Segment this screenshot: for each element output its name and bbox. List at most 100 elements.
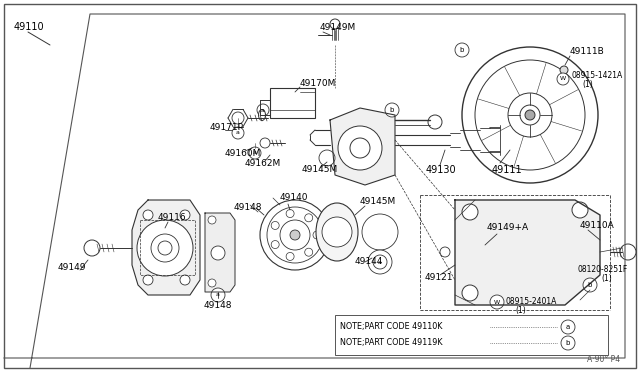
Circle shape (560, 66, 568, 74)
Circle shape (271, 241, 279, 248)
Circle shape (385, 103, 399, 117)
Circle shape (143, 275, 153, 285)
Circle shape (286, 253, 294, 260)
Bar (140, 220, 195, 275)
Circle shape (286, 209, 294, 218)
Text: (1): (1) (601, 273, 612, 282)
Text: 49149M: 49149M (320, 23, 356, 32)
Text: b: b (460, 47, 464, 53)
Bar (335, 315, 608, 355)
Circle shape (490, 295, 504, 309)
Circle shape (280, 220, 310, 250)
Circle shape (260, 200, 330, 270)
Circle shape (158, 241, 172, 255)
Circle shape (211, 288, 225, 302)
Circle shape (151, 234, 179, 262)
Text: 49145M: 49145M (360, 198, 396, 206)
Circle shape (260, 138, 270, 148)
Text: a: a (236, 131, 240, 135)
Circle shape (520, 105, 540, 125)
Text: 49148: 49148 (204, 301, 232, 310)
Text: 49140: 49140 (280, 193, 308, 202)
Text: 49144: 49144 (355, 257, 383, 266)
Text: 49170M: 49170M (300, 78, 337, 87)
Polygon shape (205, 213, 235, 292)
Text: b: b (390, 107, 394, 113)
Circle shape (462, 47, 598, 183)
Circle shape (322, 217, 352, 247)
Text: 49160M: 49160M (225, 148, 261, 157)
Text: 49162M: 49162M (245, 158, 281, 167)
Circle shape (362, 214, 398, 250)
Text: 49130: 49130 (426, 165, 456, 175)
Circle shape (267, 207, 323, 263)
Circle shape (373, 255, 387, 269)
Circle shape (84, 240, 100, 256)
Circle shape (180, 275, 190, 285)
Text: 08915-1421A: 08915-1421A (571, 71, 622, 80)
Text: NOTE;PART CODE 49110K: NOTE;PART CODE 49110K (340, 323, 442, 331)
Text: A·90° P4: A·90° P4 (587, 356, 620, 365)
Circle shape (455, 43, 469, 57)
Text: 49110: 49110 (14, 22, 45, 32)
Circle shape (440, 247, 450, 257)
Ellipse shape (316, 203, 358, 261)
Text: 49121: 49121 (425, 273, 454, 282)
Circle shape (180, 210, 190, 220)
Text: NOTE;PART CODE 49119K: NOTE;PART CODE 49119K (340, 339, 442, 347)
Circle shape (561, 336, 575, 350)
Circle shape (368, 250, 392, 274)
Circle shape (305, 214, 313, 222)
Circle shape (313, 231, 321, 239)
Text: b: b (566, 340, 570, 346)
Circle shape (290, 230, 300, 240)
Text: 49149: 49149 (58, 263, 86, 273)
Polygon shape (330, 108, 395, 185)
Text: 49171P: 49171P (210, 124, 244, 132)
Circle shape (620, 244, 636, 260)
Circle shape (143, 210, 153, 220)
Text: 49148: 49148 (234, 203, 262, 212)
Ellipse shape (259, 109, 266, 121)
Text: a: a (378, 260, 382, 264)
Circle shape (572, 202, 588, 218)
Text: W: W (560, 77, 566, 81)
Circle shape (271, 221, 279, 230)
Text: a: a (566, 324, 570, 330)
Circle shape (525, 110, 535, 120)
Text: a: a (261, 108, 265, 112)
Circle shape (211, 246, 225, 260)
Circle shape (232, 127, 244, 139)
Circle shape (338, 126, 382, 170)
Circle shape (319, 150, 335, 166)
Text: a: a (216, 292, 220, 298)
Circle shape (330, 19, 340, 29)
Text: 49149+A: 49149+A (487, 224, 529, 232)
Circle shape (257, 104, 269, 116)
Circle shape (475, 60, 585, 170)
Bar (270, 88, 315, 118)
Text: (1): (1) (582, 80, 593, 89)
Text: 49111: 49111 (492, 165, 523, 175)
Text: 08915-2401A: 08915-2401A (506, 298, 557, 307)
Circle shape (208, 279, 216, 287)
Text: 49111B: 49111B (570, 48, 605, 57)
Circle shape (137, 220, 193, 276)
Circle shape (350, 138, 370, 158)
Circle shape (557, 73, 569, 85)
Circle shape (305, 248, 313, 256)
Circle shape (462, 285, 478, 301)
Circle shape (583, 278, 597, 292)
Text: b: b (588, 282, 592, 288)
Circle shape (508, 93, 552, 137)
Polygon shape (455, 200, 600, 305)
Text: 49145M: 49145M (302, 166, 339, 174)
Text: 08120-8251F: 08120-8251F (577, 266, 627, 275)
Circle shape (462, 204, 478, 220)
Text: (1): (1) (515, 307, 525, 315)
Text: 49116: 49116 (158, 214, 187, 222)
Circle shape (249, 147, 261, 159)
Polygon shape (132, 200, 200, 295)
Circle shape (428, 115, 442, 129)
Text: W: W (494, 299, 500, 305)
